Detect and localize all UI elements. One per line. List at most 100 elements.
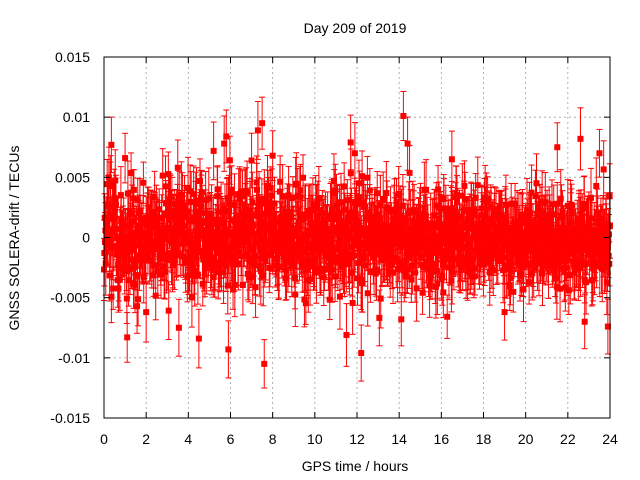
data-point (168, 200, 175, 207)
data-point (136, 256, 143, 263)
data-point (519, 248, 526, 255)
data-point (127, 265, 134, 272)
data-point (159, 172, 166, 179)
data-point (336, 293, 343, 300)
data-point (168, 208, 175, 215)
data-point (284, 258, 291, 265)
data-point (454, 199, 461, 206)
data-point (315, 230, 322, 237)
data-point (269, 192, 276, 199)
data-point (135, 296, 142, 303)
data-point (349, 299, 356, 306)
data-point (390, 269, 397, 276)
data-point (390, 239, 397, 246)
data-point (406, 254, 413, 261)
data-point (423, 186, 430, 193)
data-point (128, 170, 135, 177)
data-point (511, 224, 518, 231)
data-point (108, 293, 115, 300)
data-point (269, 247, 276, 254)
data-point (496, 212, 503, 219)
data-point (380, 195, 387, 202)
data-point (417, 212, 424, 219)
data-point (476, 254, 483, 261)
data-point (301, 296, 308, 303)
data-point (525, 244, 532, 251)
data-point (152, 239, 159, 246)
data-point (201, 265, 208, 272)
data-point (202, 197, 209, 204)
data-point (245, 227, 252, 234)
data-point (347, 215, 354, 222)
data-point (307, 260, 314, 267)
data-point (419, 289, 426, 296)
data-point (532, 193, 539, 200)
data-point (435, 186, 442, 193)
data-point (445, 264, 452, 271)
data-point (361, 262, 368, 269)
data-point (526, 210, 533, 217)
data-point (262, 244, 269, 251)
data-point (409, 262, 416, 269)
data-point (311, 220, 318, 227)
data-point (220, 269, 227, 276)
data-point (419, 230, 426, 237)
data-point (177, 252, 184, 259)
data-point (163, 212, 170, 219)
data-point (331, 224, 338, 231)
data-point (115, 261, 122, 268)
data-point (447, 256, 454, 263)
data-point (243, 250, 250, 257)
data-point (528, 225, 535, 232)
data-point (306, 213, 313, 220)
data-point (127, 221, 134, 228)
data-point (525, 215, 532, 222)
data-point (208, 213, 215, 220)
data-point (427, 274, 434, 281)
data-point (292, 291, 299, 298)
data-point (492, 237, 499, 244)
data-point (500, 267, 507, 274)
data-point (360, 199, 367, 206)
data-point (244, 189, 251, 196)
data-point (480, 256, 487, 263)
data-point (537, 254, 544, 261)
data-point (465, 254, 472, 261)
data-point (383, 190, 390, 197)
data-point (481, 252, 488, 259)
data-point (279, 193, 286, 200)
data-point (289, 194, 296, 201)
data-point (255, 202, 262, 209)
data-point (131, 281, 138, 288)
data-point (267, 184, 274, 191)
data-point (239, 193, 246, 200)
data-point (302, 300, 309, 307)
data-point (489, 221, 496, 228)
data-point (533, 180, 540, 187)
data-point (176, 216, 183, 223)
data-point (297, 187, 304, 194)
data-point (248, 217, 255, 224)
data-point (124, 190, 131, 197)
data-point (485, 228, 492, 235)
data-point (189, 242, 196, 249)
data-point (256, 196, 263, 203)
data-point (457, 263, 464, 270)
data-point (472, 194, 479, 201)
data-point (463, 264, 470, 271)
data-point (377, 295, 384, 302)
data-point (266, 264, 273, 271)
data-point (120, 226, 127, 233)
data-point (364, 290, 371, 297)
data-point (231, 281, 238, 288)
data-point (330, 228, 337, 235)
data-point (423, 258, 430, 265)
data-point (164, 254, 171, 261)
data-point (235, 260, 242, 267)
data-point (488, 216, 495, 223)
data-point (180, 213, 187, 220)
data-point (317, 268, 324, 275)
data-point (348, 209, 355, 216)
data-point (320, 274, 327, 281)
